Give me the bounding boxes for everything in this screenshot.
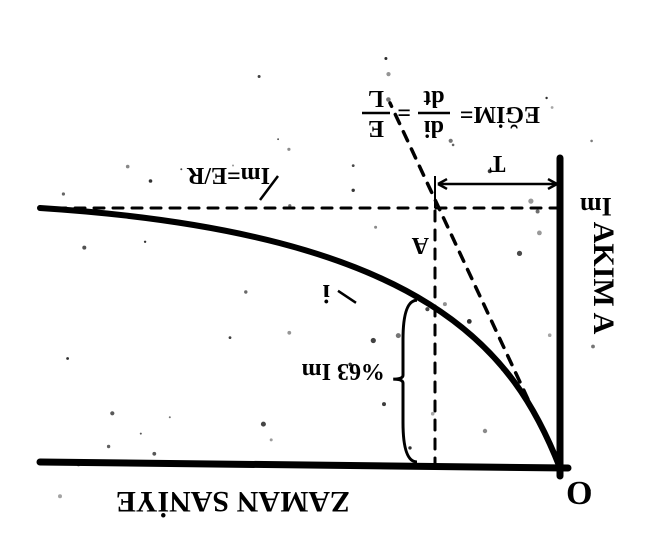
- asymptote-label: Im=E/R: [186, 162, 270, 188]
- y-axis-label: AKIM A: [587, 222, 620, 335]
- slope-frac1-bot: dt: [423, 85, 444, 111]
- plot-root: O ZAMAN SANİYE AKIM A Im A T %63 Im Im=E…: [40, 57, 620, 518]
- slope-word: EĞİM=: [460, 101, 540, 128]
- diagram-stage: O ZAMAN SANİYE AKIM A Im A T %63 Im Im=E…: [0, 0, 660, 538]
- sixtythree-label: %63 Im: [302, 358, 385, 384]
- curve-i-tick: [338, 291, 356, 303]
- tau-dimension: [435, 176, 560, 208]
- slope-equals: =: [397, 99, 411, 125]
- im-axis-label: Im: [580, 192, 612, 221]
- point-a-label: A: [411, 232, 429, 258]
- tau-label: T: [489, 150, 505, 176]
- x-axis-label: ZAMAN SANİYE: [116, 485, 350, 518]
- origin-label: O: [566, 474, 592, 511]
- curve-i-label: i: [323, 279, 330, 308]
- x-axis: [40, 462, 568, 468]
- slope-frac2-bot: L: [368, 85, 384, 111]
- slope-formula: EĞİM= di dt = E L: [362, 85, 540, 141]
- current-curve: [40, 208, 560, 468]
- diagram-svg: O ZAMAN SANİYE AKIM A Im A T %63 Im Im=E…: [0, 0, 660, 538]
- sixtythree-brace: [393, 300, 417, 462]
- slope-frac1-top: di: [424, 115, 444, 141]
- slope-frac2-top: E: [368, 115, 384, 141]
